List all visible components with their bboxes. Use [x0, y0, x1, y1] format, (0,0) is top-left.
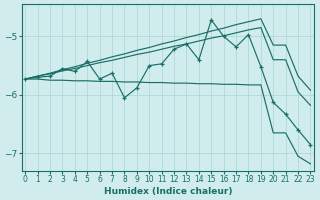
X-axis label: Humidex (Indice chaleur): Humidex (Indice chaleur) — [104, 187, 232, 196]
